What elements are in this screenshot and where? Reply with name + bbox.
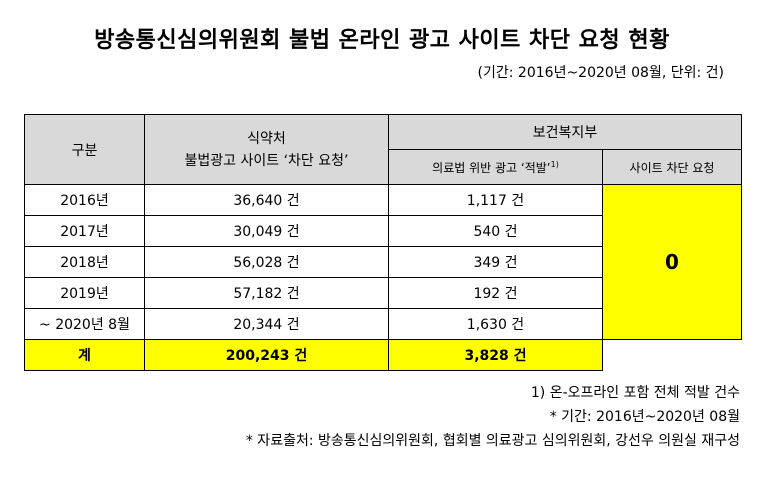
mfds-cell: 57,182 건 [144, 277, 389, 309]
mohw-cell: 1,630 건 [388, 308, 603, 340]
header-mfds-line1: 식약처 [247, 130, 286, 147]
note-source: * 자료출처: 방송통신심의위원회, 협회별 의료광고 심의위원회, 강선우 의… [245, 433, 740, 449]
header-mohw-block: 사이트 차단 요청 [602, 149, 742, 185]
page-title: 방송통신심의위원회 불법 온라인 광고 사이트 차단 요청 현황 [94, 28, 670, 53]
year-cell: 2018년 [24, 246, 145, 278]
table-row: 2016년 36,640 건 1,117 건 0 [24, 184, 742, 340]
table-row: 2018년 56,028 건 349 건 [24, 246, 742, 278]
total-label: 계 [24, 339, 145, 371]
mohw-cell: 1,117 건 [388, 184, 603, 216]
mfds-cell: 56,028 건 [144, 246, 389, 278]
total-mohw: 3,828 건 [388, 339, 603, 371]
year-cell: ~ 2020년 8월 [24, 308, 145, 340]
footnote-1: 1) 온-오프라인 포함 전체 적발 건수 [530, 385, 740, 401]
note-period: * 기간: 2016년~2020년 08월 [549, 409, 740, 425]
table-row: 2017년 30,049 건 540 건 [24, 215, 742, 247]
table-row: ~ 2020년 8월 20,344 건 1,630 건 [24, 308, 742, 340]
total-mfds: 200,243 건 [144, 339, 389, 371]
header-category: 구분 [24, 114, 145, 185]
header-mohw-violation: 의료법 위반 광고 ‘적발’1) [388, 149, 603, 185]
table-row: 2019년 57,182 건 192 건 [24, 277, 742, 309]
blocking-request-table: 구분 식약처 불법광고 사이트 ‘차단 요청’ 보건복지부 의료법 위반 광고 … [24, 114, 742, 371]
footnote-marker: 1) [550, 159, 559, 169]
header-mfds-line2: 불법광고 사이트 ‘차단 요청’ [184, 152, 349, 169]
mohw-block-cell: 0 [602, 184, 742, 340]
header-mohw: 보건복지부 [388, 114, 742, 150]
header-mfds: 식약처 불법광고 사이트 ‘차단 요청’ [144, 114, 389, 185]
total-row: 계 200,243 건 3,828 건 [24, 339, 742, 371]
mohw-cell: 349 건 [388, 246, 603, 278]
mfds-cell: 20,344 건 [144, 308, 389, 340]
mfds-cell: 36,640 건 [144, 184, 389, 216]
mohw-cell: 540 건 [388, 215, 603, 247]
header-mohw-violation-text: 의료법 위반 광고 ‘적발’ [432, 160, 551, 175]
year-cell: 2016년 [24, 184, 145, 216]
year-cell: 2019년 [24, 277, 145, 309]
year-cell: 2017년 [24, 215, 145, 247]
mfds-cell: 30,049 건 [144, 215, 389, 247]
period-unit-label: (기간: 2016년~2020년 08월, 단위: 건) [477, 65, 724, 81]
mohw-cell: 192 건 [388, 277, 603, 309]
